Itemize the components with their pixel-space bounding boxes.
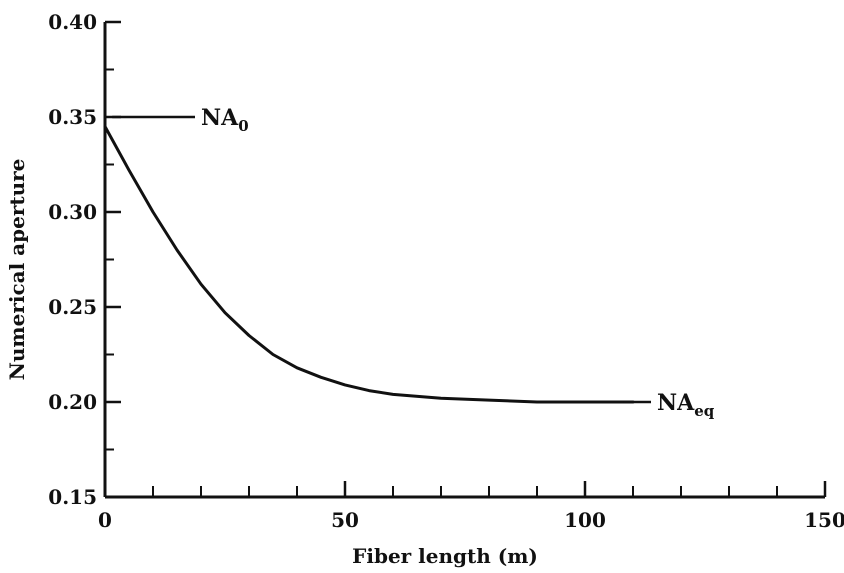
- na0-label: NA0: [201, 105, 249, 135]
- series-line: [103, 125, 635, 404]
- naeq-subscript: eq: [694, 402, 715, 420]
- x-axis-label: Fiber length (m): [352, 544, 538, 568]
- x-tick-label: 0: [98, 508, 112, 532]
- y-tick-label: 0.40: [48, 10, 97, 34]
- series: [103, 125, 635, 404]
- y-axis-label: Numerical aperture: [5, 159, 29, 381]
- y-tick-label: 0.25: [48, 295, 97, 319]
- annotations: NA0 NAeq: [112, 105, 715, 420]
- y-tick-label: 0.15: [48, 485, 97, 509]
- ticks: 0.15 0.20 0.25 0.30 0.35 0.40 0 50 100 150: [48, 10, 844, 532]
- naeq-label: NAeq: [657, 390, 715, 420]
- y-tick-label: 0.35: [48, 105, 97, 129]
- x-tick-label: 100: [564, 508, 606, 532]
- na0-subscript: 0: [238, 117, 248, 135]
- axes: [103, 22, 825, 499]
- x-tick-label: 50: [331, 508, 359, 532]
- y-tick-label: 0.30: [48, 200, 97, 224]
- x-tick-label: 150: [804, 508, 844, 532]
- y-tick-label: 0.20: [48, 390, 97, 414]
